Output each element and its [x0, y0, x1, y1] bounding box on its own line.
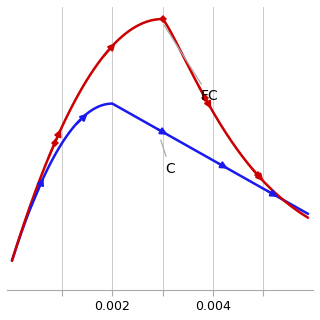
Text: FC: FC [164, 25, 218, 103]
Text: C: C [161, 140, 175, 176]
